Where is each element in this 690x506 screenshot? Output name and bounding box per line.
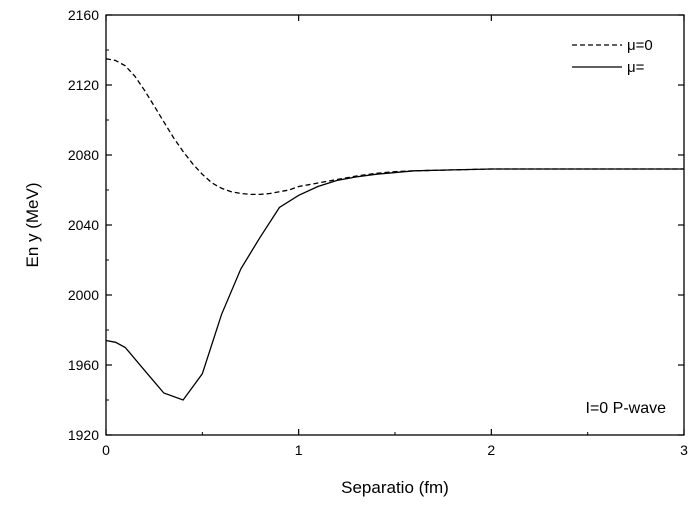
x-axis-title: Separatio (fm) — [341, 478, 449, 497]
series-line-1 — [105, 58, 684, 196]
x-tick-label: 3 — [680, 442, 688, 458]
y-tick-label: 2000 — [68, 287, 99, 303]
y-tick-label: 2040 — [68, 217, 99, 233]
x-tick-label: 2 — [487, 442, 495, 458]
y-tick-label: 2120 — [68, 77, 99, 93]
y-tick-label: 1960 — [68, 357, 99, 373]
y-tick-label: 1920 — [68, 427, 99, 443]
legend-label-1: μ=0 — [627, 37, 653, 54]
x-tick-label: 1 — [295, 442, 303, 458]
y-tick-label: 2160 — [68, 7, 99, 23]
series-line-2 — [105, 168, 684, 401]
y-tick-label: 2080 — [68, 147, 99, 163]
legend: μ=0 μ= — [572, 37, 653, 76]
legend-label-2: μ= — [627, 59, 645, 76]
plot-frame — [105, 14, 685, 436]
y-axis-title: En y (MeV) — [23, 182, 42, 267]
x-tick-label: 0 — [102, 442, 110, 458]
annotation-label: I=0 P-wave — [586, 400, 667, 417]
axis-ticks: 0 1 2 3 1920 1960 2000 2040 2080 2120 2160 — [68, 7, 688, 458]
series-group — [105, 58, 684, 401]
